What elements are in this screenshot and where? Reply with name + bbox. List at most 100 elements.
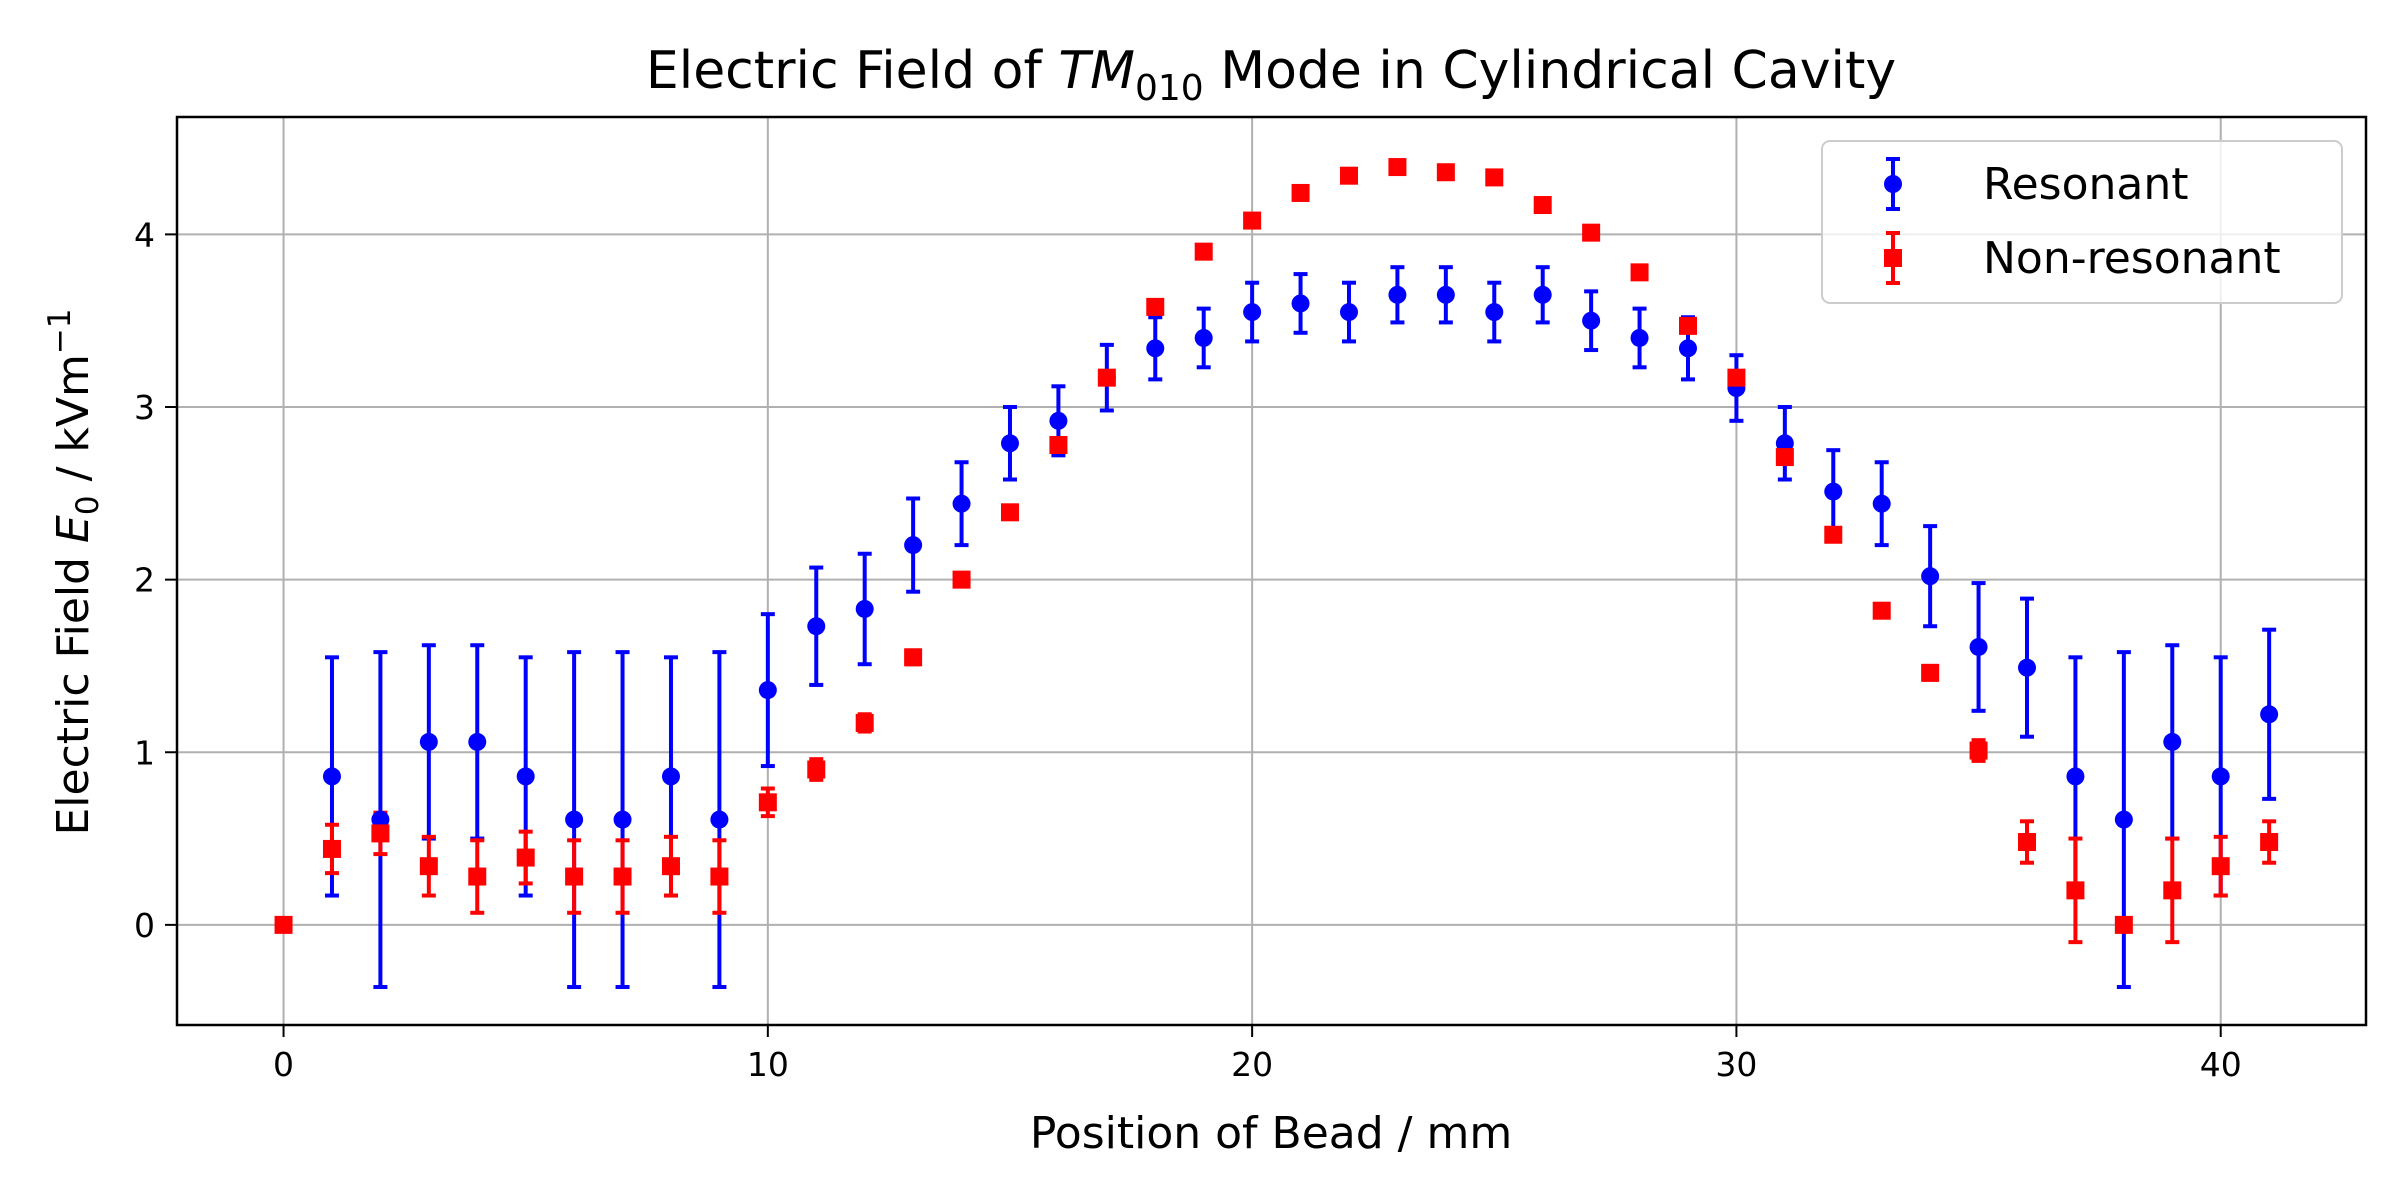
- x-tick-label: 10: [747, 1045, 789, 1084]
- resonant-point: [1775, 434, 1794, 453]
- non-resonant-point: [855, 713, 874, 732]
- non-resonant-point: [1872, 601, 1891, 620]
- resonant-point: [1146, 339, 1165, 358]
- non-resonant-point: [1000, 503, 1019, 522]
- resonant-point: [855, 599, 874, 618]
- resonant-point: [904, 536, 923, 555]
- non-resonant-point: [1727, 368, 1746, 387]
- resonant-point: [468, 732, 487, 751]
- ticks: 0 10 20 30 40 0 1 2 3 4: [134, 215, 2242, 1084]
- resonant-point: [1243, 303, 1262, 322]
- non-resonant-point: [613, 867, 632, 886]
- non-resonant-point: [2017, 833, 2036, 852]
- resonant-point: [1388, 285, 1407, 304]
- legend-entry-resonant: Resonant: [1884, 157, 2189, 211]
- resonant-point: [2260, 705, 2279, 724]
- resonant-point: [2066, 767, 2085, 786]
- non-resonant-point: [1678, 316, 1697, 335]
- resonant-point: [1824, 482, 1843, 501]
- non-resonant-point: [468, 867, 487, 886]
- y-tick-label: 0: [134, 906, 155, 945]
- non-resonant-point: [1388, 158, 1407, 177]
- resonant-point: [2017, 658, 2036, 677]
- data-markers: [274, 158, 2279, 934]
- resonant-point: [1921, 567, 1940, 586]
- legend-marker: [1884, 249, 1902, 267]
- x-tick-label: 40: [2200, 1045, 2242, 1084]
- non-resonant-point: [419, 857, 438, 876]
- non-resonant-point: [1630, 263, 1649, 282]
- resonant-point: [516, 767, 535, 786]
- resonant-point: [322, 767, 341, 786]
- resonant-point: [1339, 303, 1358, 322]
- resonant-point: [613, 810, 632, 829]
- non-resonant-point: [322, 839, 341, 858]
- non-resonant-point: [710, 867, 729, 886]
- resonant-point: [1049, 411, 1068, 430]
- y-tick-label: 3: [134, 388, 155, 427]
- y-tick-label: 2: [134, 561, 155, 600]
- non-resonant-point: [952, 570, 971, 589]
- resonant-point: [2114, 810, 2133, 829]
- resonant-point: [2163, 732, 2182, 751]
- resonant-point: [952, 494, 971, 513]
- non-resonant-point: [1194, 242, 1213, 261]
- resonant-point: [371, 810, 390, 829]
- x-axis-label: Position of Bead / mm: [1030, 1108, 1512, 1159]
- resonant-point: [2211, 767, 2230, 786]
- y-tick-label: 1: [134, 733, 155, 772]
- non-resonant-point: [2066, 881, 2085, 900]
- plot-frame: [175, 115, 2368, 1027]
- resonant-point: [1630, 328, 1649, 347]
- non-resonant-point: [274, 915, 293, 934]
- legend-label: Resonant: [1983, 159, 2189, 210]
- resonant-point: [661, 767, 680, 786]
- non-resonant-point: [1146, 297, 1165, 316]
- non-resonant-point: [2114, 915, 2133, 934]
- non-resonant-point: [1243, 211, 1262, 230]
- non-resonant-point: [1485, 168, 1504, 187]
- resonant-point: [1291, 294, 1310, 313]
- legend: Resonant Non-resonant: [1821, 140, 2343, 304]
- resonant-point: [1194, 328, 1213, 347]
- non-resonant-point: [1969, 741, 1988, 760]
- resonant-point: [1872, 494, 1891, 513]
- resonant-point: [1533, 285, 1552, 304]
- non-resonant-point: [1921, 663, 1940, 682]
- resonant-point: [807, 617, 826, 636]
- y-tick-label: 4: [134, 215, 155, 254]
- non-resonant-point: [1582, 223, 1601, 242]
- resonant-point: [1436, 285, 1455, 304]
- non-resonant-point: [661, 857, 680, 876]
- non-resonant-point: [371, 824, 390, 843]
- non-resonant-point: [1097, 368, 1116, 387]
- legend-label: Non-resonant: [1983, 233, 2281, 284]
- non-resonant-point: [2163, 881, 2182, 900]
- non-resonant-point: [807, 760, 826, 779]
- resonant-point: [710, 810, 729, 829]
- resonant-point: [1000, 434, 1019, 453]
- resonant-point: [419, 732, 438, 751]
- legend-box: [1821, 140, 2343, 304]
- chart-title: Electric Field of TM010 Mode in Cylindri…: [646, 41, 1896, 109]
- non-resonant-point: [1291, 183, 1310, 202]
- resonant-point: [1969, 637, 1988, 656]
- non-resonant-point: [758, 793, 777, 812]
- non-resonant-point: [2211, 857, 2230, 876]
- non-resonant-point: [2260, 833, 2279, 852]
- x-tick-label: 0: [273, 1045, 294, 1084]
- non-resonant-point: [516, 848, 535, 867]
- y-axis-label: Electric Field E0 / kVm−1: [42, 308, 106, 835]
- x-tick-label: 30: [1715, 1045, 1757, 1084]
- non-resonant-point: [1049, 435, 1068, 454]
- resonant-point: [1485, 303, 1504, 322]
- non-resonant-point: [1533, 196, 1552, 215]
- non-resonant-point: [904, 648, 923, 667]
- non-resonant-point: [1339, 166, 1358, 185]
- legend-entry-non-resonant: Non-resonant: [1884, 231, 2281, 285]
- legend-marker: [1884, 175, 1902, 193]
- resonant-point: [1678, 339, 1697, 358]
- non-resonant-point: [1824, 525, 1843, 544]
- resonant-point: [565, 810, 584, 829]
